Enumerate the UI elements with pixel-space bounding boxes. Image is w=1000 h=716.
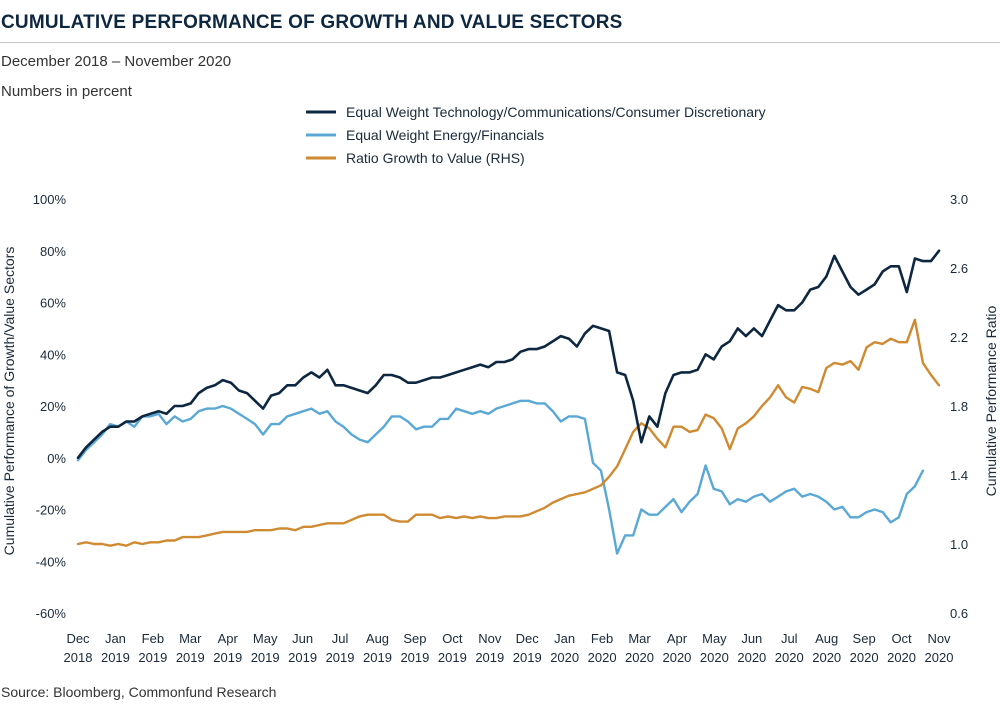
x-tick-month: Sep — [853, 631, 876, 646]
x-tick-month: May — [702, 631, 727, 646]
x-tick-year: 2020 — [887, 650, 916, 665]
units-note: Numbers in percent — [1, 83, 132, 100]
right-tick-label: 1.4 — [950, 468, 968, 483]
x-tick-year: 2019 — [363, 650, 392, 665]
x-tick-month: Oct — [442, 631, 463, 646]
series-line-2 — [76, 318, 941, 547]
x-tick-month: Mar — [179, 631, 202, 646]
series-line-0 — [76, 249, 941, 460]
x-axis: Dec 2018 Jan 2019 Feb 2019 Mar 2019 Apr 2019 May 20… — [64, 631, 954, 665]
x-tick-year: 2019 — [475, 650, 504, 665]
title-divider — [0, 42, 1000, 43]
x-tick-month: Dec — [66, 631, 90, 646]
x-tick-year: 2018 — [64, 650, 93, 665]
x-tick-year: 2019 — [438, 650, 467, 665]
left-tick-label: -20% — [36, 503, 67, 518]
x-tick-month: Apr — [218, 631, 239, 646]
left-axis: -60% -40% -20% 0% 20% 40% 60% 80% 100% Cumulative… — [1, 192, 66, 621]
x-tick-year: 2019 — [513, 650, 542, 665]
x-tick-year: 2020 — [775, 650, 804, 665]
legend-label: Ratio Growth to Value (RHS) — [346, 150, 525, 166]
x-tick-month: Nov — [478, 631, 502, 646]
legend: Equal Weight Technology/Communications/C… — [306, 104, 766, 166]
x-tick-year: 2020 — [662, 650, 691, 665]
left-tick-label: 100% — [33, 192, 67, 207]
right-tick-label: 0.6 — [950, 606, 968, 621]
x-tick-year: 2020 — [812, 650, 841, 665]
x-tick-month: Feb — [142, 631, 164, 646]
left-tick-label: -60% — [36, 606, 67, 621]
x-tick-month: Jul — [781, 631, 798, 646]
series-lines — [76, 249, 941, 555]
left-tick-label: 0% — [47, 451, 66, 466]
legend-label: Equal Weight Energy/Financials — [346, 127, 544, 143]
left-tick-label: 40% — [40, 347, 66, 362]
right-tick-label: 3.0 — [950, 192, 968, 207]
left-axis-title: Cumulative Performance of Growth/Value S… — [1, 247, 17, 556]
x-tick-year: 2019 — [176, 650, 205, 665]
right-tick-label: 1.8 — [950, 399, 968, 414]
x-tick-year: 2019 — [213, 650, 242, 665]
x-tick-year: 2019 — [288, 650, 317, 665]
x-tick-month: Dec — [516, 631, 540, 646]
x-tick-month: Jun — [292, 631, 313, 646]
x-tick-year: 2019 — [326, 650, 355, 665]
x-tick-year: 2019 — [251, 650, 280, 665]
right-tick-label: 2.2 — [950, 330, 968, 345]
x-tick-month: Jan — [554, 631, 575, 646]
x-tick-month: Jul — [332, 631, 349, 646]
x-tick-year: 2020 — [588, 650, 617, 665]
right-axis-title: Cumulative Performance Ratio — [983, 305, 999, 496]
right-tick-label: 2.6 — [950, 261, 968, 276]
x-tick-month: Aug — [815, 631, 838, 646]
x-tick-month: Jan — [105, 631, 126, 646]
x-tick-year: 2019 — [400, 650, 429, 665]
x-tick-month: Apr — [667, 631, 688, 646]
date-range-subtitle: December 2018 – November 2020 — [1, 53, 232, 70]
x-tick-month: May — [253, 631, 278, 646]
source-note: Source: Bloomberg, Commonfund Research — [1, 684, 277, 700]
x-tick-year: 2020 — [850, 650, 879, 665]
x-tick-year: 2019 — [138, 650, 167, 665]
right-axis: 0.6 1.0 1.4 1.8 2.2 2.6 3.0 Cumulative Performa… — [950, 192, 999, 621]
x-tick-year: 2020 — [925, 650, 954, 665]
x-tick-month: Sep — [403, 631, 426, 646]
chart-title: CUMULATIVE PERFORMANCE OF GROWTH AND VAL… — [1, 12, 623, 33]
x-tick-year: 2020 — [550, 650, 579, 665]
x-tick-year: 2020 — [625, 650, 654, 665]
right-tick-label: 1.0 — [950, 537, 968, 552]
left-tick-label: 20% — [40, 399, 66, 414]
x-tick-month: Oct — [891, 631, 912, 646]
x-tick-month: Mar — [628, 631, 651, 646]
x-tick-month: Feb — [591, 631, 613, 646]
series-line-1 — [76, 399, 925, 555]
left-tick-label: -40% — [36, 554, 67, 569]
x-tick-month: Nov — [927, 631, 951, 646]
x-tick-month: Aug — [366, 631, 389, 646]
left-tick-label: 80% — [40, 244, 66, 259]
left-tick-label: 60% — [40, 296, 66, 311]
x-tick-year: 2020 — [737, 650, 766, 665]
legend-label: Equal Weight Technology/Communications/C… — [346, 104, 766, 120]
x-tick-month: Jun — [741, 631, 762, 646]
x-tick-year: 2019 — [101, 650, 130, 665]
x-tick-year: 2020 — [700, 650, 729, 665]
